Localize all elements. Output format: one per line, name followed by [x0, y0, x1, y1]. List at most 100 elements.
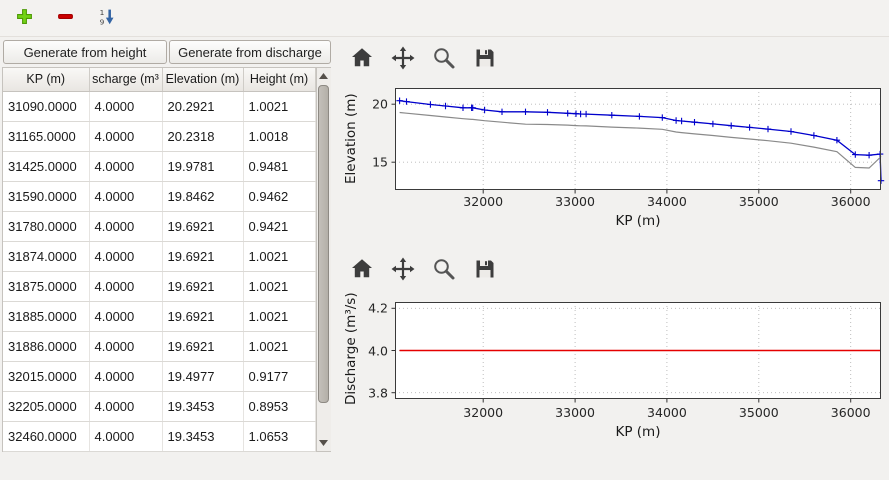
remove-row-button[interactable]	[51, 4, 79, 32]
elevation-plot-toolbar	[348, 44, 499, 72]
generate-from-discharge-button[interactable]: Generate from discharge	[169, 40, 331, 64]
table-row: 32460.0000 4.0000 19.3453 1.0653	[3, 421, 316, 452]
discharge-plot-canvas[interactable]	[391, 302, 881, 403]
table-cell[interactable]: 4.0000	[89, 421, 163, 452]
table-cell[interactable]: 19.8462	[162, 181, 244, 212]
table-cell[interactable]: 19.6921	[162, 211, 244, 242]
home-icon[interactable]	[348, 255, 376, 283]
minus-icon	[57, 8, 74, 28]
table-cell[interactable]: 31875.0000	[3, 271, 90, 302]
x-tick-label: 35000	[738, 194, 779, 209]
table-cell[interactable]: 20.2318	[162, 121, 244, 152]
scrollbar-thumb[interactable]	[317, 85, 329, 403]
main-toolbar: 1 9	[0, 0, 889, 37]
zoom-icon[interactable]	[430, 255, 458, 283]
table-cell[interactable]: 0.9177	[243, 361, 316, 392]
discharge-x-axis-label: KP (m)	[615, 424, 661, 440]
table-cell[interactable]: 19.6921	[162, 241, 244, 272]
column-header[interactable]: Elevation (m)	[162, 68, 244, 92]
table-cell[interactable]: 4.0000	[89, 361, 163, 392]
sort-numeric-icon: 1 9	[98, 8, 115, 28]
table-cell[interactable]: 19.6921	[162, 331, 244, 362]
table-cell[interactable]: 4.0000	[89, 91, 163, 122]
x-tick-label: 36000	[830, 194, 871, 209]
table-row: 31090.0000 4.0000 20.2921 1.0021	[3, 91, 316, 122]
table-cell[interactable]: 19.6921	[162, 301, 244, 332]
table-row: 31875.0000 4.0000 19.6921 1.0021	[3, 271, 316, 302]
x-tick-label: 32000	[463, 405, 504, 420]
table-cell[interactable]: 32015.0000	[3, 361, 90, 392]
table-cell[interactable]: 31874.0000	[3, 241, 90, 272]
elevation-x-ticks: 32000 33000 34000 35000 36000	[395, 194, 881, 210]
elevation-y-ticks: 15 20	[361, 88, 391, 190]
x-tick-label: 33000	[555, 194, 595, 209]
pan-icon[interactable]	[389, 44, 417, 72]
table-cell[interactable]: 31885.0000	[3, 301, 90, 332]
scroll-down-arrow-icon[interactable]	[317, 435, 331, 451]
discharge-x-ticks: 32000 33000 34000 35000 36000	[395, 405, 881, 421]
home-icon[interactable]	[348, 44, 376, 72]
table-cell[interactable]: 1.0021	[243, 271, 316, 302]
table-cell[interactable]: 19.9781	[162, 151, 244, 182]
table-cell[interactable]: 1.0653	[243, 421, 316, 452]
table-cell[interactable]: 31090.0000	[3, 91, 90, 122]
table-cell[interactable]: 1.0018	[243, 121, 316, 152]
save-icon[interactable]	[471, 255, 499, 283]
table-cell[interactable]: 1.0021	[243, 301, 316, 332]
column-header[interactable]: scharge (m³	[89, 68, 163, 92]
table-cell[interactable]: 1.0021	[243, 91, 316, 122]
table-cell[interactable]: 31886.0000	[3, 331, 90, 362]
table-cell[interactable]: 31590.0000	[3, 181, 90, 212]
table-row: 31874.0000 4.0000 19.6921 1.0021	[3, 241, 316, 272]
table-cell[interactable]: 1.0021	[243, 331, 316, 362]
discharge-plot-toolbar	[348, 255, 499, 283]
zoom-icon[interactable]	[430, 44, 458, 72]
data-table: KP (m) scharge (m³ Elevation (m) Height (m)…	[2, 67, 331, 452]
table-cell[interactable]: 0.9462	[243, 181, 316, 212]
add-row-button[interactable]	[10, 4, 38, 32]
generate-from-height-button[interactable]: Generate from height	[3, 40, 167, 64]
table-cell[interactable]: 4.0000	[89, 241, 163, 272]
table-header-row: KP (m) scharge (m³ Elevation (m) Height (m)	[3, 68, 316, 92]
table-cell[interactable]: 32205.0000	[3, 391, 90, 422]
column-header[interactable]: KP (m)	[3, 68, 90, 92]
table-cell[interactable]: 0.9421	[243, 211, 316, 242]
table-cell[interactable]: 4.0000	[89, 391, 163, 422]
table-cell[interactable]: 20.2921	[162, 91, 244, 122]
table-cell[interactable]: 19.3453	[162, 391, 244, 422]
table-cell[interactable]: 0.8953	[243, 391, 316, 422]
column-header[interactable]: Height (m)	[243, 68, 316, 92]
x-tick-label: 32000	[463, 194, 504, 209]
table-cell[interactable]: 4.0000	[89, 301, 163, 332]
table-cell[interactable]: 31165.0000	[3, 121, 90, 152]
table-cell[interactable]: 4.0000	[89, 211, 163, 242]
pan-icon[interactable]	[389, 255, 417, 283]
table-cell[interactable]: 19.4977	[162, 361, 244, 392]
table-row: 31885.0000 4.0000 19.6921 1.0021	[3, 301, 316, 332]
table-row: 31590.0000 4.0000 19.8462 0.9462	[3, 181, 316, 212]
table-cell[interactable]: 19.3453	[162, 421, 244, 452]
scroll-up-arrow-icon[interactable]	[317, 68, 331, 84]
table-cell[interactable]: 31780.0000	[3, 211, 90, 242]
x-tick-label: 36000	[830, 405, 871, 420]
y-tick-label: 4.2	[368, 300, 388, 316]
table-cell[interactable]: 19.6921	[162, 271, 244, 302]
sort-rows-button[interactable]: 1 9	[92, 4, 120, 32]
y-tick-label: 20	[372, 96, 388, 112]
table-cell[interactable]: 31425.0000	[3, 151, 90, 182]
table-cell[interactable]: 4.0000	[89, 151, 163, 182]
table-cell[interactable]: 4.0000	[89, 271, 163, 302]
table-cell[interactable]: 4.0000	[89, 121, 163, 152]
kp-table: KP (m) scharge (m³ Elevation (m) Height (m)…	[3, 68, 316, 452]
x-tick-label: 34000	[647, 194, 687, 209]
table-scrollbar[interactable]	[315, 68, 331, 451]
table-cell[interactable]: 4.0000	[89, 181, 163, 212]
table-cell[interactable]: 0.9481	[243, 151, 316, 182]
table-row: 31425.0000 4.0000 19.9781 0.9481	[3, 151, 316, 182]
table-cell[interactable]: 1.0021	[243, 241, 316, 272]
save-icon[interactable]	[471, 44, 499, 72]
elevation-plot-canvas[interactable]	[391, 88, 885, 194]
y-tick-label: 4.0	[368, 343, 388, 358]
table-cell[interactable]: 32460.0000	[3, 421, 90, 452]
table-cell[interactable]: 4.0000	[89, 331, 163, 362]
